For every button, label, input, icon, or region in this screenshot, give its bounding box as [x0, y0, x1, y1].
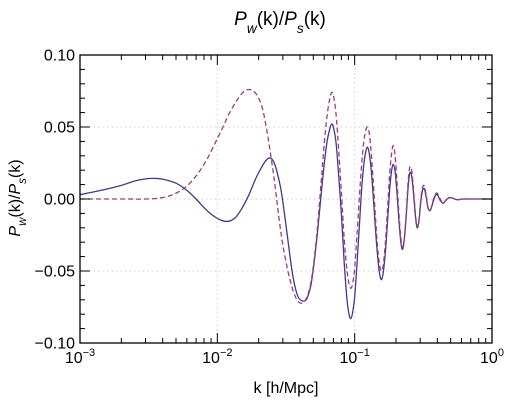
chart-title: Pw(k)/Ps(k) — [234, 9, 326, 36]
series-layer — [79, 88, 492, 320]
axis-ticks — [79, 54, 492, 344]
x-tick-label: 10−1 — [339, 347, 369, 367]
dashed-series-line — [80, 88, 492, 304]
y-tick-label: 0.05 — [44, 120, 75, 137]
y-tick-label: 0.00 — [44, 192, 75, 209]
y-tick-label: −0.10 — [35, 336, 76, 353]
y-tick-label: −0.05 — [35, 264, 76, 281]
x-axis-label: k [h/Mpc] — [254, 380, 319, 397]
x-tick-label: 10−2 — [202, 347, 232, 367]
y-tick-labels: −0.10 −0.05 0.00 0.05 0.10 — [35, 48, 76, 353]
plot-frame — [79, 54, 493, 344]
x-tick-label: 10−3 — [65, 347, 95, 367]
y-tick-label: 0.10 — [44, 48, 75, 65]
solid-series-line — [79, 123, 492, 320]
y-axis-label: Pw(k)/Ps(k) — [7, 159, 29, 236]
x-tick-labels: 10−3 10−2 10−1 100 — [65, 347, 504, 367]
x-tick-label: 100 — [480, 347, 504, 367]
grid-lines — [80, 55, 492, 343]
